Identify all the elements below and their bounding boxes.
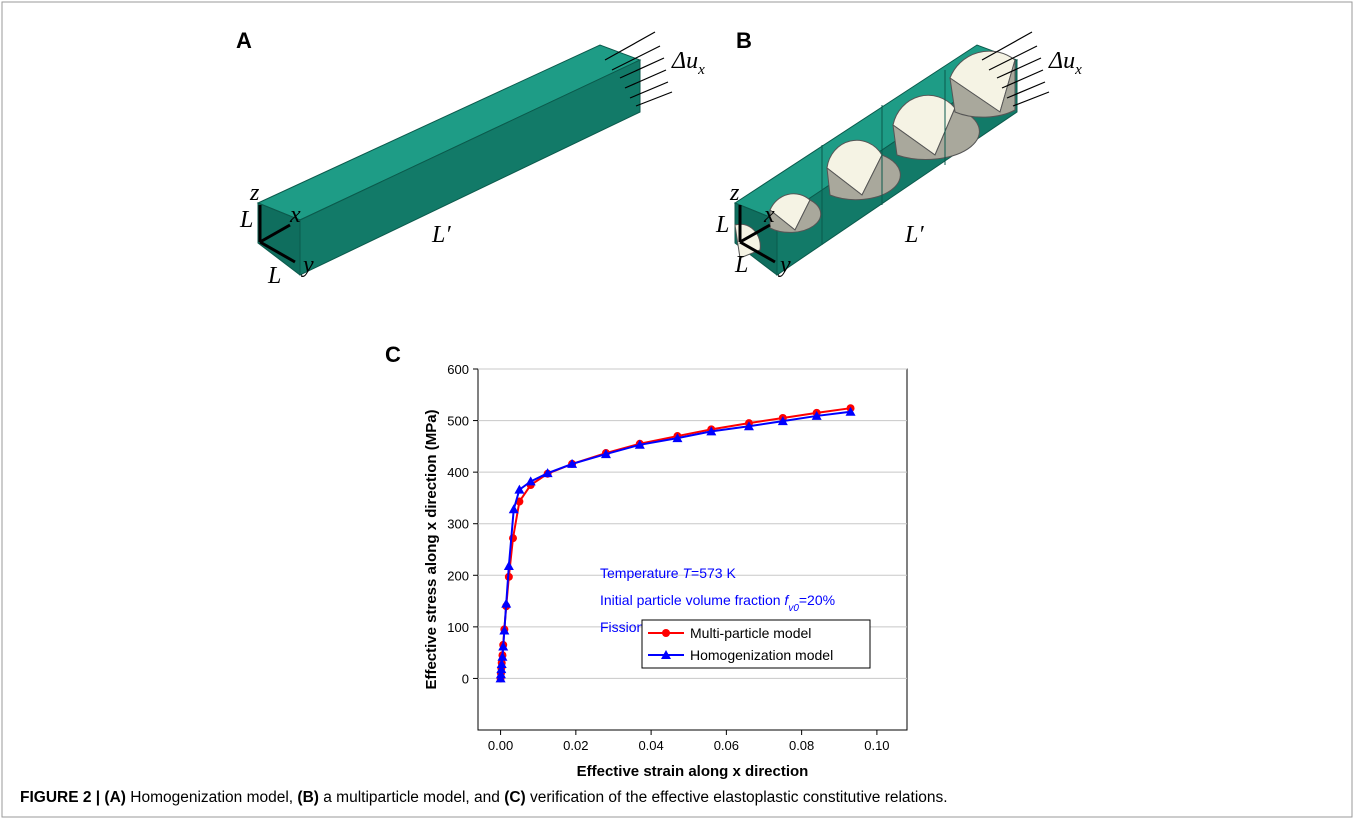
x-tick-label: 0.06 <box>714 738 739 753</box>
annotation: Initial particle volume fraction fv0=20% <box>600 592 835 614</box>
axis-label: z <box>729 180 740 206</box>
point <box>514 484 525 494</box>
legend-label: Multi-particle model <box>690 625 811 641</box>
text-segment: Temperature <box>600 565 682 581</box>
y-axis-title: Effective stress along x direction (MPa) <box>423 409 440 689</box>
point <box>567 458 578 468</box>
panel-label: A <box>236 28 252 53</box>
point <box>497 651 508 661</box>
axis-triad <box>258 205 296 264</box>
axis-label: z <box>249 180 260 206</box>
panel-label: C <box>385 342 401 367</box>
point <box>706 426 717 436</box>
y-tick-label: 500 <box>447 414 469 429</box>
y-tick-label: 300 <box>447 517 469 532</box>
text-segment: f <box>784 592 790 608</box>
axis-label: y <box>778 252 791 278</box>
text-segment: (B) <box>297 789 319 806</box>
load-label: Δux <box>1048 48 1082 78</box>
panel-b: B Δux z x y L L L′ <box>715 28 1082 278</box>
beam-end <box>257 202 301 277</box>
particles <box>734 50 1016 259</box>
axis-triad <box>738 205 776 264</box>
load-arrows <box>604 31 673 107</box>
x-axis-title: Effective strain along x direction <box>577 763 809 780</box>
point <box>499 625 510 635</box>
text-segment: (C) <box>504 789 526 806</box>
text-segment: a multiparticle model, and <box>319 789 504 806</box>
dimension: L <box>267 263 281 289</box>
x-tick-label: 0.02 <box>563 738 588 753</box>
text-segment: Initial particle volume fraction <box>600 592 784 608</box>
dimension: L′ <box>431 222 451 248</box>
load-arrows <box>981 31 1050 107</box>
annotation: Temperature T=573 K <box>600 565 736 581</box>
x-tick-label: 0.00 <box>488 738 513 753</box>
text-segment: =20% <box>799 592 835 608</box>
dimension: L <box>715 212 729 238</box>
y-tick-label: 0 <box>462 671 469 686</box>
axis-label: x <box>763 202 775 228</box>
plot-area <box>477 368 908 731</box>
text-segment: =573 K <box>691 565 736 581</box>
legend-label: Homogenization model <box>690 647 833 663</box>
x-tick-label: 0.04 <box>638 738 663 753</box>
y-tick-label: 600 <box>447 362 469 377</box>
panel-label: B <box>736 28 752 53</box>
point <box>498 641 509 651</box>
point <box>634 439 645 449</box>
load-label: Δux <box>671 48 705 78</box>
axis-label: x <box>289 202 301 228</box>
cell-lines <box>821 70 946 245</box>
dimension: L′ <box>904 222 924 248</box>
point <box>661 650 671 659</box>
point <box>496 658 507 668</box>
point <box>662 629 670 637</box>
point <box>525 476 536 486</box>
point <box>495 669 506 679</box>
chart: 0 100 200 300 400 500 600 0.00 0.02 0.04 0.06 0.08 0… <box>423 362 908 780</box>
point <box>811 410 822 420</box>
legend-box <box>641 619 871 669</box>
dimension: L <box>734 252 748 278</box>
point <box>501 598 512 608</box>
point <box>508 504 519 514</box>
x-tick-label: 0.10 <box>864 738 889 753</box>
point <box>600 449 611 459</box>
y-tick-label: 400 <box>447 465 469 480</box>
axis-label: y <box>301 252 314 278</box>
x-tick-label: 0.08 <box>789 738 814 753</box>
y-tick-label: 100 <box>447 620 469 635</box>
point <box>672 433 683 443</box>
point <box>777 416 788 426</box>
text-segment: verification of the effective elastoplas… <box>526 789 948 806</box>
text-segment: T <box>682 565 692 581</box>
y-tick-label: 200 <box>447 568 469 583</box>
point <box>845 406 856 416</box>
text-segment: FIGURE 2 | (A) <box>20 789 126 806</box>
caption: FIGURE 2 | (A) Homogenization model, (B)… <box>20 789 948 806</box>
text-segment: Homogenization model, <box>126 789 297 806</box>
point <box>743 421 754 431</box>
text-segment: v0 <box>788 603 799 614</box>
point <box>503 561 514 571</box>
dimension: L <box>239 207 253 233</box>
point <box>496 664 507 674</box>
point <box>542 468 553 478</box>
panel-a: A Δux z x y L L L′ <box>236 28 705 289</box>
